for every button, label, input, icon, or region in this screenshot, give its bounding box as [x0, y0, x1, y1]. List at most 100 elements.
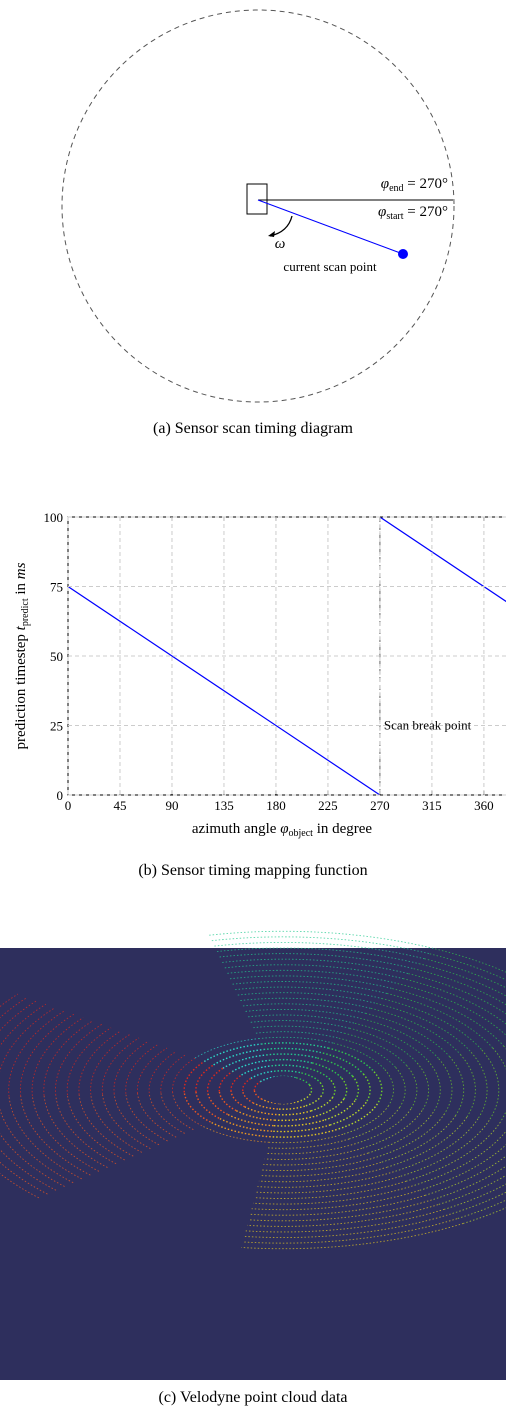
- point-ring: [460, 1054, 476, 1118]
- point-ring: [273, 1070, 302, 1074]
- point-ring: [355, 1108, 412, 1145]
- point-ring: [273, 1119, 325, 1127]
- point-ring: [268, 1058, 313, 1064]
- y-axis-label: prediction timestep tpredict in ms: [13, 562, 31, 749]
- point-ring: [336, 1103, 378, 1131]
- point-ring: [137, 1093, 177, 1138]
- point-ring: [261, 1157, 375, 1172]
- point-ring: [55, 1024, 103, 1096]
- point-ring: [270, 1128, 337, 1138]
- point-ring: [0, 1133, 65, 1187]
- omega: ω: [275, 236, 286, 252]
- point-ring: [242, 1090, 254, 1104]
- point-ring: [408, 973, 506, 1015]
- chart: prediction timestep tpredict in ms azimu…: [13, 510, 506, 879]
- point-ring: [148, 1051, 177, 1094]
- point-ring: [253, 1025, 345, 1034]
- point-ring: [201, 1125, 270, 1143]
- point-ring: [412, 1130, 506, 1187]
- x-tick-label: 315: [422, 798, 442, 813]
- point-ring: [194, 1038, 259, 1059]
- point-ring: [295, 1077, 310, 1086]
- point-ring: [444, 1183, 506, 1210]
- point-ring: [247, 1204, 439, 1227]
- x-tick-label: 180: [266, 798, 286, 813]
- caption: (a) Sensor scan timing diagram: [153, 420, 354, 437]
- point-ring: [449, 1056, 465, 1116]
- scan-point: [398, 249, 408, 259]
- point-ring: [341, 1077, 348, 1100]
- point-ring: [253, 1185, 413, 1205]
- point-ring: [214, 941, 425, 960]
- point-ring: [266, 1143, 356, 1155]
- point-ring: [250, 1070, 275, 1079]
- point-ring: [209, 930, 436, 950]
- point-ring: [43, 1095, 108, 1168]
- point-ring: [317, 1057, 354, 1077]
- y-tick-label: 100: [44, 510, 64, 525]
- caption: (c) Velodyne point cloud data: [159, 1389, 348, 1406]
- point-ring: [219, 953, 414, 970]
- point-ring: [206, 1091, 229, 1116]
- point-ring: [0, 1107, 74, 1184]
- point-ring: [406, 1064, 418, 1110]
- point-ring: [31, 1095, 100, 1172]
- point-ring: [387, 1116, 468, 1168]
- image-background: [0, 948, 506, 1380]
- scan-circle: [61, 9, 455, 403]
- point-ring: [386, 993, 494, 1049]
- point-ring: [113, 1093, 160, 1146]
- point-ring: [376, 1002, 472, 1053]
- point-ring: [418, 963, 506, 997]
- point-ring: [235, 1110, 276, 1121]
- point-ring: [308, 1084, 313, 1095]
- point-ring: [31, 1017, 84, 1096]
- point-ring: [329, 1101, 367, 1126]
- point-ring: [235, 986, 382, 999]
- point-ring: [19, 1013, 75, 1097]
- x-tick-label: 0: [65, 798, 72, 813]
- point-ring: [227, 969, 398, 984]
- point-ring: [406, 1121, 501, 1182]
- point-ring: [481, 1049, 500, 1121]
- point-ring: [301, 1072, 321, 1084]
- point-ring: [395, 1067, 406, 1108]
- point-ring: [360, 1017, 440, 1060]
- y-tick-label: 50: [50, 649, 63, 664]
- point-ring: [257, 1171, 394, 1188]
- point-ring: [330, 1079, 336, 1098]
- point-ring: [310, 1096, 334, 1112]
- point-ring: [0, 1000, 37, 1032]
- point-ring: [250, 1194, 426, 1216]
- point-ring: [237, 992, 377, 1004]
- point-ring: [402, 978, 506, 1025]
- y-tick-label: 75: [50, 580, 63, 595]
- point-ring: [374, 1113, 445, 1159]
- point-label: current scan point: [283, 259, 377, 274]
- point-ring: [259, 1076, 277, 1083]
- point-ring: [245, 1208, 445, 1233]
- point-ring: [361, 1110, 423, 1149]
- point-ring: [392, 988, 504, 1047]
- point-ring: [349, 1027, 418, 1064]
- point-ring: [338, 1037, 396, 1068]
- point-ring: [248, 1014, 355, 1024]
- scan-diagram: φend = 270° φstart = 270° ω current scan…: [61, 9, 455, 437]
- point-ring: [195, 1091, 220, 1119]
- point-ring: [393, 1118, 479, 1173]
- point-ring: [90, 1034, 130, 1095]
- point-ring: [253, 1090, 263, 1100]
- point-ring: [266, 1053, 318, 1059]
- point-ring: [306, 1067, 332, 1081]
- x-tick-label: 360: [474, 798, 494, 813]
- point-ring: [380, 1115, 457, 1163]
- point-ring: [211, 936, 430, 955]
- point-ring: [255, 1031, 339, 1039]
- point-ring: [416, 1062, 430, 1111]
- point-ring: [172, 1092, 203, 1127]
- point-ring: [0, 1003, 47, 1047]
- point-ring: [470, 1051, 488, 1120]
- point-ring: [365, 1012, 450, 1057]
- point-ring: [269, 1133, 344, 1144]
